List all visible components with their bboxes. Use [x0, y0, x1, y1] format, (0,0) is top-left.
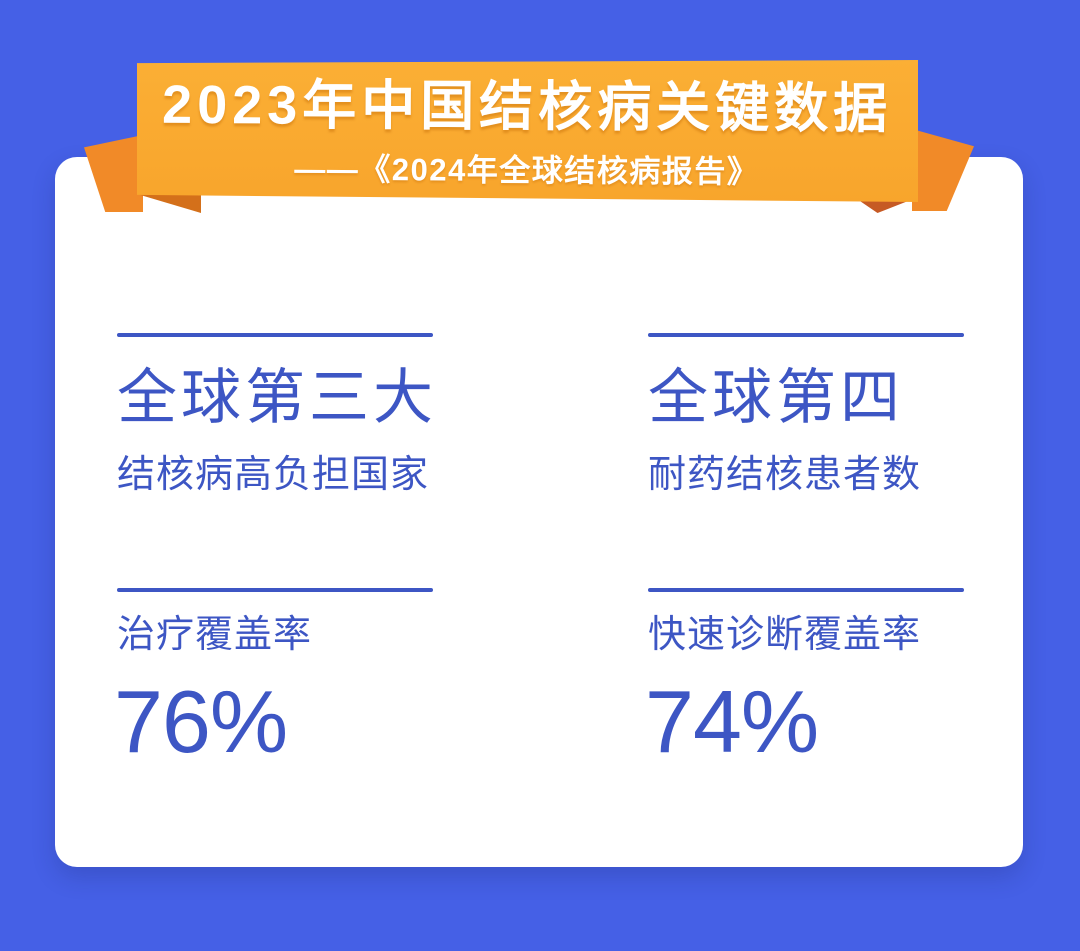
banner-title: 2023年中国结核病关键数据: [162, 74, 893, 140]
divider-line: [117, 588, 433, 592]
stat-headline: 全球第四: [648, 364, 904, 431]
stat-headline: 全球第三大: [117, 364, 437, 431]
metric-label: 治疗覆盖率: [117, 614, 313, 656]
banner-subtitle: ——《2024年全球结核病报告》: [294, 152, 760, 190]
stat-column-right: 全球第四 耐药结核患者数 快速诊断覆盖率 74%: [645, 157, 1023, 867]
stats-card: 全球第三大 结核病高负担国家 治疗覆盖率 76% 全球第四 耐药结核患者数 快速…: [55, 157, 1023, 867]
metric-label: 快速诊断覆盖率: [648, 614, 922, 656]
divider-line: [648, 588, 964, 592]
metric-value: 76%: [114, 672, 288, 771]
divider-line: [648, 333, 964, 337]
stat-description: 耐药结核患者数: [648, 454, 922, 496]
divider-line: [117, 333, 433, 337]
ribbon-banner: 2023年中国结核病关键数据 ——《2024年全球结核病报告》: [137, 60, 918, 202]
stat-column-left: 全球第三大 结核病高负担国家 治疗覆盖率 76%: [114, 157, 497, 867]
banner-text-group: 2023年中国结核病关键数据 ——《2024年全球结核病报告》: [162, 60, 893, 202]
metric-value: 74%: [645, 672, 819, 771]
stat-description: 结核病高负担国家: [117, 454, 430, 496]
